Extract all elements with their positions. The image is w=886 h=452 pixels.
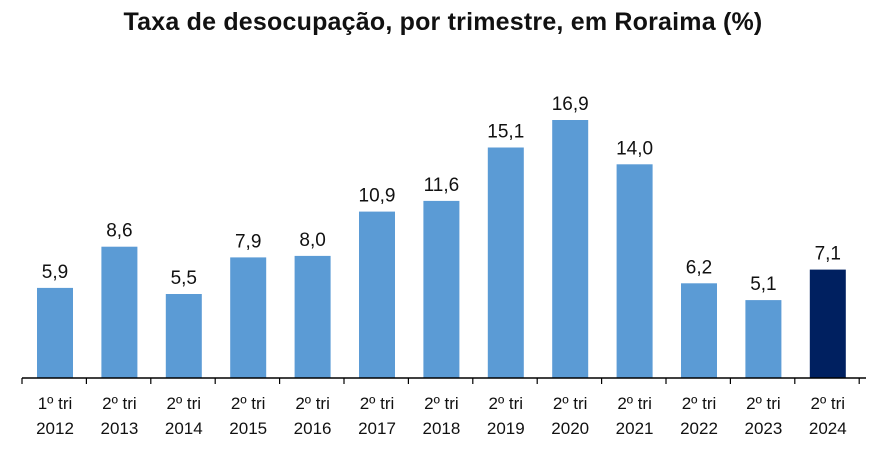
data-label: 5,5	[171, 268, 197, 289]
x-tick-label-year: 2017	[358, 419, 396, 438]
x-tick-label-quarter: 2º tri	[682, 394, 717, 413]
x-tick-label-year: 2018	[422, 419, 460, 438]
x-tick-label-year: 2021	[616, 419, 654, 438]
x-tick-label-year: 2012	[36, 419, 74, 438]
bar-2017	[359, 211, 395, 378]
chart-title: Taxa de desocupação, por trimestre, em R…	[123, 8, 763, 36]
x-tick-label-year: 2015	[229, 419, 267, 438]
x-tick-label-year: 2023	[744, 419, 782, 438]
x-tick-label-quarter: 2º tri	[424, 394, 459, 413]
data-label: 5,1	[750, 274, 776, 295]
bar-2012	[37, 287, 73, 378]
data-label: 14,0	[616, 138, 653, 159]
data-label: 5,9	[42, 262, 68, 283]
bar-2013	[101, 246, 138, 378]
data-label: 10,9	[359, 186, 396, 207]
bar-2021	[616, 164, 653, 378]
bar-2023	[745, 300, 782, 378]
x-tick-label-quarter: 2º tri	[231, 394, 266, 413]
x-tick-label-year: 2013	[100, 419, 138, 438]
bar-2015	[230, 257, 267, 378]
x-tick-label-quarter: 2º tri	[553, 394, 588, 413]
bar-2016	[294, 255, 331, 378]
data-label: 8,0	[299, 230, 325, 251]
x-tick-label-quarter: 2º tri	[489, 394, 524, 413]
bar-2022	[681, 283, 717, 378]
x-tick-label-quarter: 2º tri	[617, 394, 652, 413]
bar-2014	[165, 294, 202, 378]
x-tick-label-year: 2014	[165, 419, 203, 438]
data-label: 6,2	[686, 257, 712, 278]
x-tick-label-quarter: 2º tri	[360, 394, 395, 413]
bar-2024	[809, 269, 846, 378]
data-label: 7,9	[235, 231, 261, 252]
x-tick-label-quarter: 2º tri	[102, 394, 137, 413]
bar-2018	[423, 200, 460, 378]
x-tick-label-quarter: 1º tri	[38, 394, 73, 413]
bar-2020	[552, 120, 589, 378]
data-label: 16,9	[552, 94, 589, 115]
x-tick-label-quarter: 2º tri	[746, 394, 781, 413]
x-tick-label-year: 2019	[487, 419, 525, 438]
bar-2019	[487, 147, 524, 378]
data-label: 8,6	[106, 221, 132, 242]
data-label: 15,1	[487, 122, 524, 143]
data-label: 11,6	[424, 175, 460, 196]
data-label: 7,1	[815, 244, 841, 265]
x-tick-label-quarter: 2º tri	[167, 394, 202, 413]
x-tick-label-quarter: 2º tri	[811, 394, 846, 413]
x-tick-label-year: 2022	[680, 419, 718, 438]
x-tick-label-year: 2024	[809, 419, 847, 438]
x-tick-label-quarter: 2º tri	[295, 394, 330, 413]
x-tick-label-year: 2020	[551, 419, 589, 438]
x-tick-label-year: 2016	[294, 419, 332, 438]
